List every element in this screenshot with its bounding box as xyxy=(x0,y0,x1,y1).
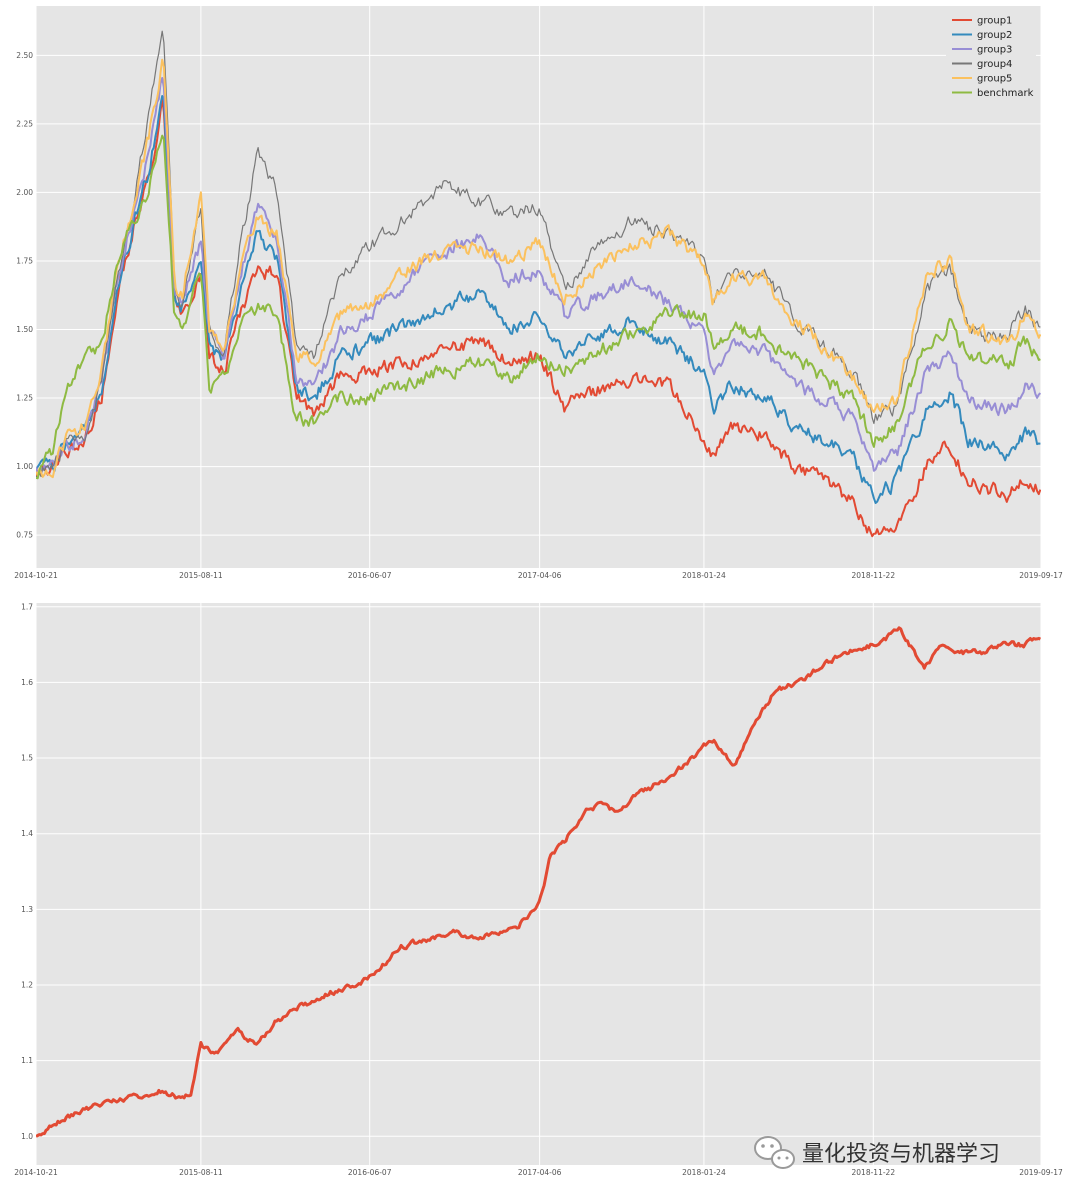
legend: group1 group2 group3 group4 group5 benchmark xyxy=(946,10,1036,102)
series-line-group2 xyxy=(36,95,1041,504)
x-tick-label: 2018-11-22 xyxy=(852,1168,896,1177)
plot-area xyxy=(36,603,1041,1165)
x-tick-label: 2014-10-21 xyxy=(14,1168,58,1177)
x-tick-label: 2018-01-24 xyxy=(682,571,726,580)
x-tick-label: 2014-10-21 xyxy=(14,571,58,580)
x-tick-label: 2018-11-22 xyxy=(852,571,896,580)
y-tick-label: 2.00 xyxy=(16,188,33,197)
legend-label-group2: group2 xyxy=(977,30,1012,41)
y-tick-label: 1.50 xyxy=(16,325,33,334)
y-tick-label: 0.75 xyxy=(16,531,33,540)
x-tick-label: 2019-09-17 xyxy=(1019,1168,1063,1177)
wechat-icon xyxy=(754,1136,795,1169)
watermark: 量化投资与机器学习 xyxy=(754,1136,1000,1169)
y-tick-label: 1.1 xyxy=(21,1056,33,1065)
y-tick-label: 2.50 xyxy=(16,51,33,60)
x-tick-label: 2015-08-11 xyxy=(179,1168,223,1177)
series-line-benchmark xyxy=(36,134,1041,480)
legend-label-group1: group1 xyxy=(977,16,1012,27)
watermark-text: 量化投资与机器学习 xyxy=(802,1142,1000,1167)
series-line-group5 xyxy=(36,58,1041,479)
series-line-long-short xyxy=(36,626,1041,1138)
legend-box xyxy=(946,10,1036,102)
legend-label-group4: group4 xyxy=(977,59,1012,70)
y-tick-label: 1.6 xyxy=(21,678,33,687)
y-tick-label: 1.0 xyxy=(21,1132,33,1141)
chart-equity-groups: 2014-10-21 2015-08-11 2016-06-07 2017-04-06… xyxy=(14,6,1063,580)
y-tick-label: 1.5 xyxy=(21,754,33,763)
y-tick-label: 1.3 xyxy=(21,905,33,914)
y-tick-label: 1.4 xyxy=(21,829,33,838)
y-tick-label: 1.00 xyxy=(16,462,33,471)
x-tick-label: 2015-08-11 xyxy=(179,571,223,580)
legend-label-group5: group5 xyxy=(977,74,1012,85)
y-tick-label: 2.25 xyxy=(16,119,33,128)
x-tick-label: 2016-06-07 xyxy=(348,1168,392,1177)
y-tick-label: 1.7 xyxy=(21,602,33,611)
x-tick-label: 2019-09-17 xyxy=(1019,571,1063,580)
series-line-group4 xyxy=(36,30,1041,479)
x-tick-label: 2016-06-07 xyxy=(348,571,392,580)
y-tick-label: 1.75 xyxy=(16,256,33,265)
y-tick-label: 1.2 xyxy=(21,980,33,989)
x-tick-label: 2018-01-24 xyxy=(682,1168,726,1177)
y-tick-label: 1.25 xyxy=(16,394,33,403)
series-line-group3 xyxy=(36,77,1041,476)
chart-long-short: 2014-10-21 2015-08-11 2016-06-07 2017-04-06… xyxy=(14,602,1063,1177)
x-tick-label: 2017-04-06 xyxy=(518,571,562,580)
legend-label-benchmark: benchmark xyxy=(977,88,1034,99)
x-tick-label: 2017-04-06 xyxy=(518,1168,562,1177)
legend-label-group3: group3 xyxy=(977,45,1012,56)
